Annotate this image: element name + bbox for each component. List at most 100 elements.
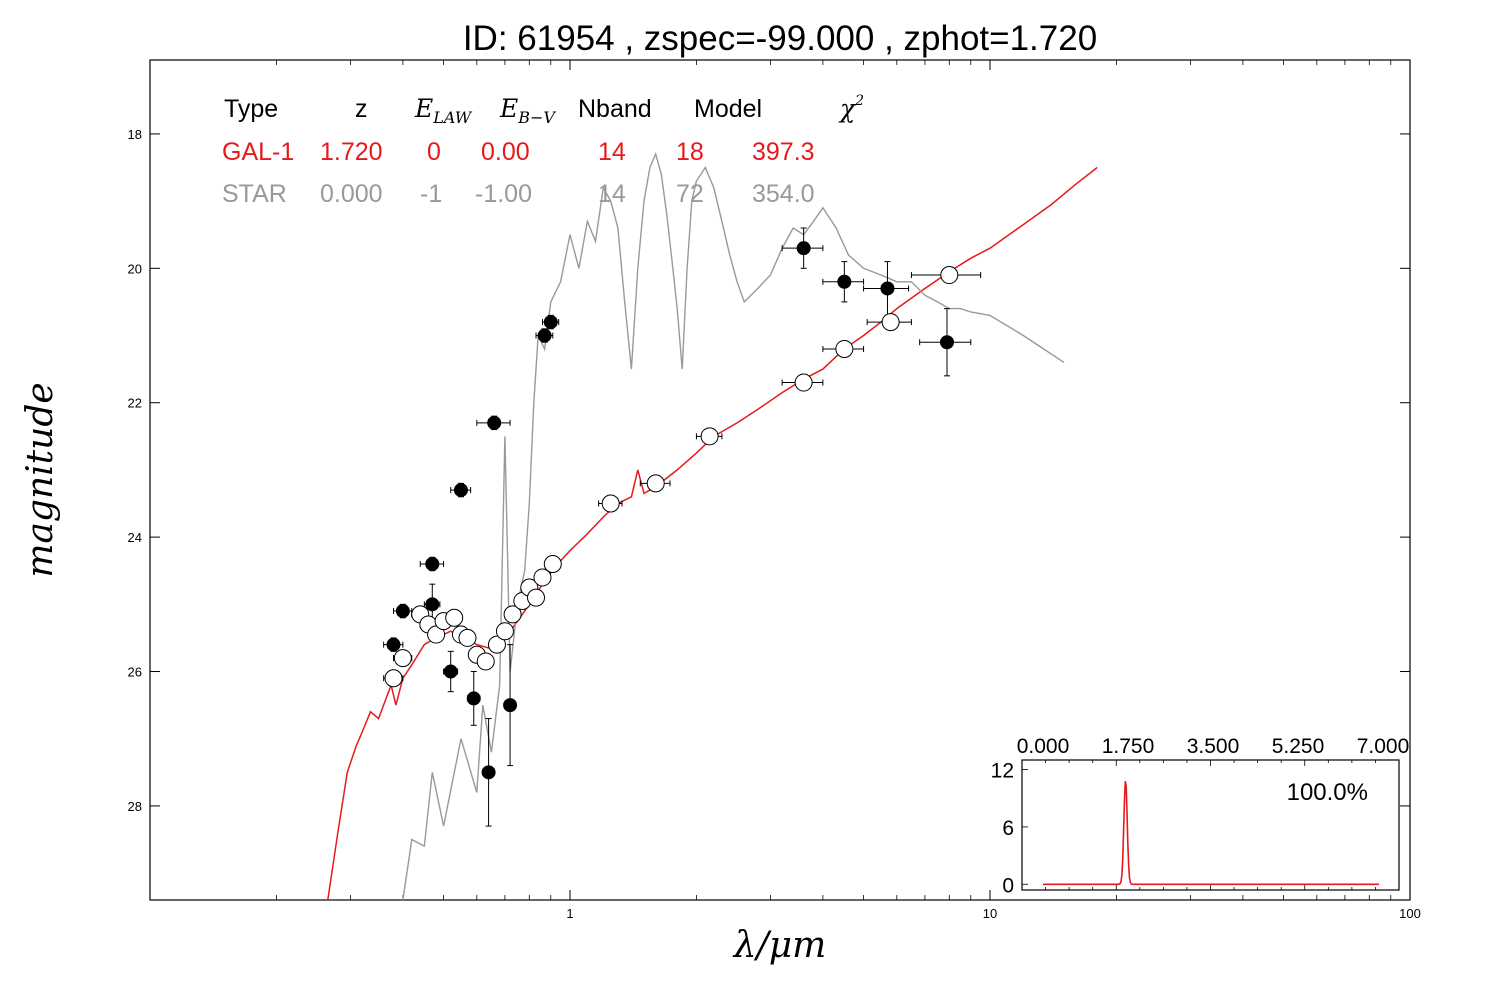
row-star-model: 72 [676, 180, 704, 208]
observed-point [450, 482, 472, 498]
row-star-ebv: -1.00 [475, 180, 532, 208]
inset-y-tick-label: 12 [991, 760, 1014, 783]
observed-point [781, 227, 824, 269]
model-point [427, 625, 446, 644]
observed-point [476, 415, 511, 431]
inset-pdz: 0.000 1.750 3.500 5.250 7.000 0 6 12 100.0% [991, 735, 1410, 897]
observed-point [383, 637, 404, 652]
inset-y-tick-label: 6 [1002, 817, 1014, 840]
model-point [527, 588, 546, 607]
point-marker [646, 474, 665, 493]
row-star-nband: 14 [598, 180, 626, 208]
row-star-chi2: 354.0 [752, 180, 815, 208]
point-marker [543, 555, 562, 573]
point-marker [837, 274, 852, 289]
row-gal-nband: 14 [598, 138, 626, 166]
model-point [503, 605, 522, 624]
inset-pdz-curve [1043, 780, 1379, 886]
model-curves [327, 152, 1098, 901]
inset-x-tick-label: 7.000 [1357, 735, 1410, 758]
model-point [495, 622, 514, 641]
point-marker [443, 664, 458, 679]
row-gal-chi2: 397.3 [752, 138, 815, 166]
row-gal-elaw: 0 [427, 138, 441, 166]
point-marker [425, 557, 440, 571]
model-point [543, 555, 562, 573]
y-axis-label: magnitude [20, 382, 61, 577]
table-header-ebv: EB−V [499, 94, 556, 127]
point-marker [794, 373, 813, 392]
y-tick-label: 22 [128, 396, 142, 411]
legend-table: Type z ELAW EB−V Nband Model χ2 GAL-1 1.… [222, 93, 864, 208]
plot-frame [149, 59, 1411, 901]
point-marker [476, 652, 495, 671]
point-marker [393, 649, 412, 668]
point-marker [880, 281, 895, 296]
table-header-model: Model [694, 95, 762, 123]
series-star [402, 152, 1065, 901]
inset-ticks: 0.000 1.750 3.500 5.250 7.000 0 6 12 [991, 735, 1410, 897]
table-row-star: STAR 0.000 -1 -1.00 14 72 354.0 [222, 180, 815, 208]
model-point [781, 373, 824, 392]
point-marker [835, 339, 854, 358]
observed-point [919, 308, 972, 377]
observed-point [863, 261, 910, 316]
observed-point [822, 261, 865, 303]
series-gal-1 [327, 166, 1098, 901]
point-marker [543, 315, 558, 330]
x-tick-label: 10 [983, 906, 997, 921]
inset-x-tick-label: 0.000 [1017, 735, 1070, 758]
x-axis-label: λ/μm [732, 925, 826, 966]
inset-x-tick-label: 5.250 [1272, 735, 1325, 758]
inset-x-tick-label: 3.500 [1187, 735, 1240, 758]
y-tick-label: 28 [128, 799, 142, 814]
observed-point [466, 671, 481, 726]
model-point [487, 635, 506, 654]
model-point [458, 628, 477, 647]
model-point [695, 427, 723, 446]
row-star-elaw: -1 [420, 180, 442, 208]
point-marker [453, 483, 468, 498]
data-points [383, 227, 982, 827]
observed-point [393, 603, 413, 619]
point-marker [940, 335, 955, 350]
observed-point [535, 328, 554, 343]
inset-percentage: 100.0% [1287, 779, 1368, 806]
observed-point [503, 644, 518, 767]
observed-point [541, 314, 560, 330]
point-marker [425, 597, 440, 612]
point-marker [796, 241, 811, 256]
table-header-chi2: χ2 [838, 93, 864, 123]
model-point [639, 474, 671, 493]
point-marker [481, 765, 496, 780]
table-header-type: Type [224, 95, 278, 123]
x-tick-label: 1 [566, 906, 573, 921]
row-gal-z: 1.720 [320, 138, 383, 166]
point-marker [384, 669, 403, 688]
point-marker [495, 622, 514, 641]
row-gal-model: 18 [676, 138, 704, 166]
y-tick-label: 20 [128, 261, 142, 276]
point-marker [458, 628, 477, 647]
point-marker [503, 698, 518, 713]
model-point [383, 669, 404, 688]
row-gal-type: GAL-1 [222, 138, 294, 166]
model-point [476, 652, 495, 671]
point-marker [503, 605, 522, 624]
inset-x-tick-label: 1.750 [1102, 735, 1155, 758]
axis-ticks: 1 10 100 18 20 22 24 26 28 [128, 60, 1421, 921]
observed-point [481, 718, 496, 827]
inset-y-tick-label: 0 [1002, 874, 1014, 897]
model-point [866, 313, 912, 332]
model-point [393, 649, 413, 668]
point-marker [487, 415, 502, 430]
y-tick-label: 18 [128, 127, 142, 142]
observed-point [419, 556, 445, 572]
y-tick-label: 24 [128, 530, 142, 545]
model-point [598, 494, 623, 513]
table-row-galaxy: GAL-1 1.720 0 0.00 14 18 397.3 [222, 138, 815, 166]
table-header-elaw: ELAW [414, 94, 473, 127]
row-gal-ebv: 0.00 [481, 138, 530, 166]
point-marker [445, 608, 464, 627]
